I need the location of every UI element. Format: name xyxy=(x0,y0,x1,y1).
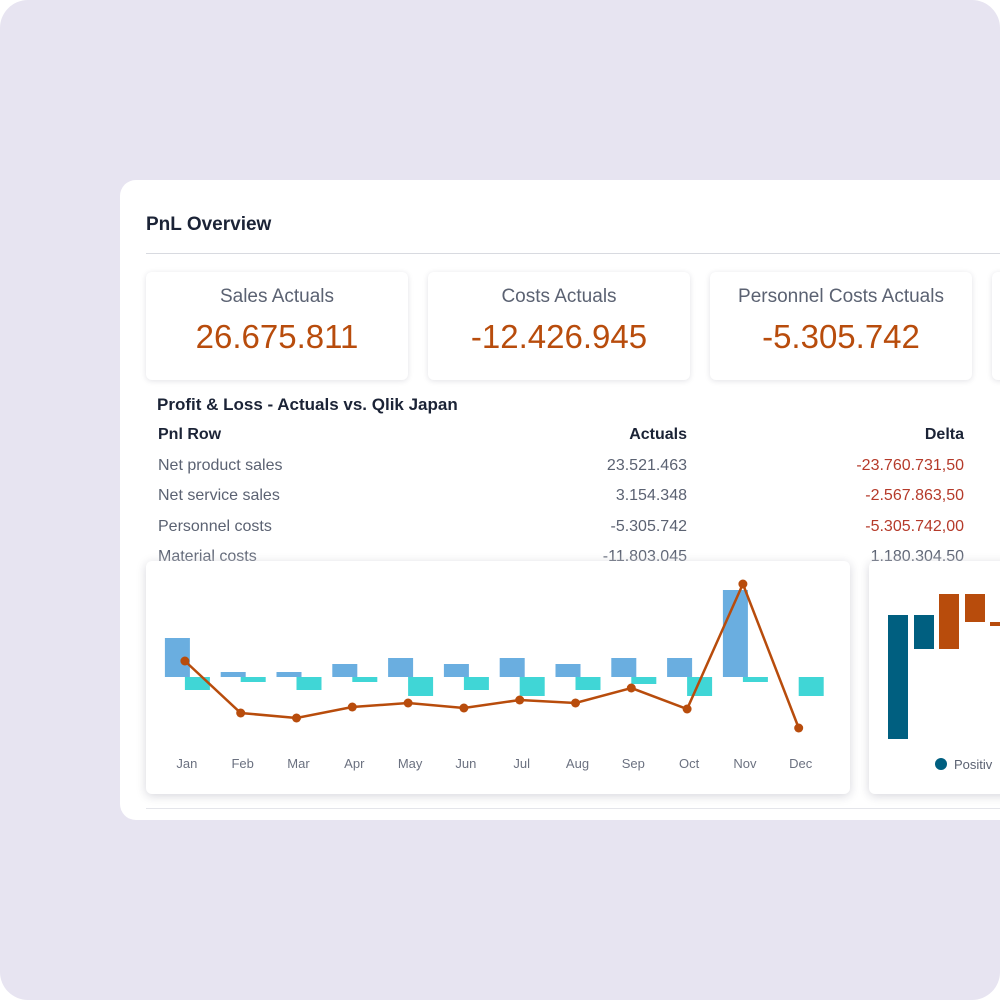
line-point-feb xyxy=(236,708,246,718)
waterfall-bar xyxy=(914,615,934,649)
x-tick-label: Apr xyxy=(344,756,365,771)
x-tick-label: Feb xyxy=(231,756,253,771)
line-point-mar xyxy=(292,713,301,723)
table-title: Profit & Loss - Actuals vs. Qlik Japan xyxy=(157,395,458,414)
bar-may-a xyxy=(388,658,414,677)
row-delta: -23.760.731,50 xyxy=(856,457,964,474)
x-tick-label: Sep xyxy=(622,756,645,771)
line-point-jun xyxy=(459,703,469,713)
x-tick-label: Oct xyxy=(679,756,700,771)
bar-feb-b xyxy=(240,677,266,682)
bar-jun-b xyxy=(463,677,489,690)
line-point-oct xyxy=(682,704,692,714)
line-point-dec xyxy=(794,723,804,733)
kpi-value: -12.426.945 xyxy=(470,318,648,355)
line-point-may xyxy=(403,698,413,708)
line-point-sep xyxy=(626,683,636,693)
bar-mar-a xyxy=(276,672,302,677)
waterfall-chart-card[interactable]: Positiv xyxy=(869,561,1000,794)
column-header-actuals[interactable]: Actuals xyxy=(629,426,687,443)
row-actuals: 3.154.348 xyxy=(615,487,687,504)
x-tick-label: May xyxy=(398,756,423,771)
line-point-nov xyxy=(738,579,748,589)
bar-apr-a xyxy=(332,664,358,677)
x-tick-label: Aug xyxy=(566,756,589,771)
row-actuals: -5.305.742 xyxy=(610,518,687,535)
column-header-pnl-row[interactable]: Pnl Row xyxy=(158,426,222,443)
bar-oct-b xyxy=(687,677,713,696)
bar-mar-b xyxy=(296,677,322,690)
waterfall-bar xyxy=(990,622,1000,626)
x-tick-label: Nov xyxy=(733,756,757,771)
line-point-jul xyxy=(515,695,525,705)
x-tick-label: Jul xyxy=(513,756,530,771)
bar-nov-a xyxy=(722,590,748,677)
legend-label: Positiv xyxy=(954,757,993,772)
kpi-card-partial[interactable] xyxy=(992,272,1000,380)
kpi-value: 26.675.811 xyxy=(195,318,359,355)
waterfall-bar xyxy=(888,615,908,739)
row-label: Net product sales xyxy=(158,457,283,474)
column-header-delta[interactable]: Delta xyxy=(924,426,964,443)
legend-marker xyxy=(935,758,947,770)
kpi-card-personnel-costs-actuals[interactable]: Personnel Costs Actuals -5.305.742 xyxy=(710,272,972,380)
pnl-overview-panel: PnL Overview Sales Actuals 26.675.811 Co… xyxy=(120,180,1000,820)
bar-sep-b xyxy=(631,677,657,684)
bar-aug-b xyxy=(575,677,601,690)
kpi-value: -5.305.742 xyxy=(762,318,920,355)
kpi-card-costs-actuals[interactable]: Costs Actuals -12.426.945 xyxy=(428,272,690,380)
monthly-combo-chart[interactable]: Jan Feb Mar Apr May Jun Jul Aug Sep Oct Nov Dec xyxy=(146,561,850,794)
row-label: Net service sales xyxy=(158,487,280,504)
waterfall-bar xyxy=(939,594,959,649)
row-actuals: 23.521.463 xyxy=(606,457,687,474)
x-tick-label: Jun xyxy=(455,756,476,771)
bar-sep-a xyxy=(611,658,637,677)
x-tick-label: Dec xyxy=(789,756,813,771)
panel-title: PnL Overview xyxy=(146,214,272,235)
x-tick-label: Mar xyxy=(287,756,310,771)
bar-aug-a xyxy=(555,664,581,677)
bar-nov-b xyxy=(742,677,768,682)
kpi-label: Sales Actuals xyxy=(219,286,335,307)
line-point-jan xyxy=(180,656,190,666)
bar-apr-b xyxy=(352,677,378,682)
waterfall-chart[interactable]: Positiv xyxy=(869,561,1000,794)
monthly-chart-card[interactable]: Jan Feb Mar Apr May Jun Jul Aug Sep Oct Nov Dec xyxy=(146,561,850,794)
kpi-label: Costs Actuals xyxy=(501,286,617,307)
bar-jun-a xyxy=(443,664,469,677)
bar-jul-a xyxy=(499,658,525,677)
bar-dec-b xyxy=(798,677,824,696)
panel-footer-strip xyxy=(146,800,1000,809)
bar-feb-a xyxy=(220,672,246,677)
line-point-aug xyxy=(571,698,580,708)
row-label: Personnel costs xyxy=(158,518,272,535)
bar-may-b xyxy=(408,677,434,696)
bar-jul-b xyxy=(519,677,545,696)
bar-jan-b xyxy=(184,677,210,690)
divider xyxy=(146,253,1000,254)
kpi-label: Personnel Costs Actuals xyxy=(738,286,944,307)
row-delta: -2.567.863,50 xyxy=(865,487,964,504)
line-series xyxy=(184,580,800,729)
kpi-card-sales-actuals[interactable]: Sales Actuals 26.675.811 xyxy=(146,272,408,380)
x-tick-label: Jan xyxy=(176,756,197,771)
waterfall-bar xyxy=(965,594,985,622)
bar-oct-a xyxy=(667,658,693,677)
row-delta: -5.305.742,00 xyxy=(865,518,964,535)
line-point-apr xyxy=(347,702,357,712)
